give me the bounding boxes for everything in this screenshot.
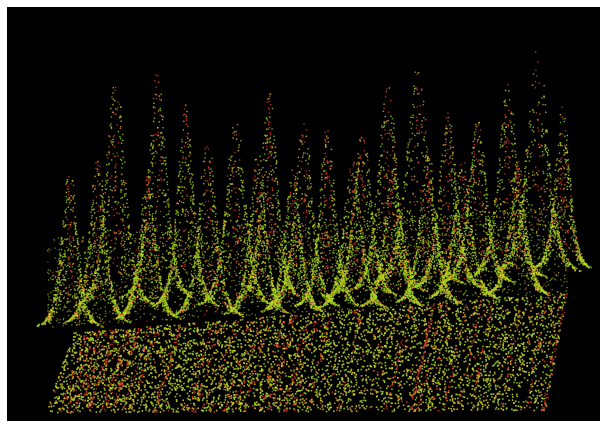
point-cloud-render	[7, 7, 600, 421]
viewport-background	[7, 7, 600, 421]
point-cloud-viewport	[7, 7, 600, 421]
peak-surface-points	[36, 51, 593, 328]
ground-plane-points	[48, 292, 568, 414]
